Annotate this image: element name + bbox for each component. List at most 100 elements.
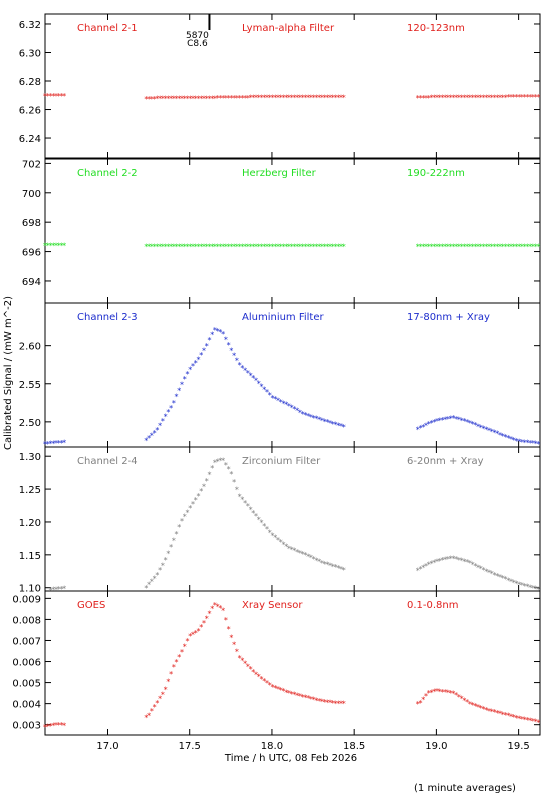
- data-point: *: [210, 330, 214, 339]
- data-point: *: [498, 710, 502, 719]
- data-point: *: [429, 559, 433, 568]
- data-point: *: [473, 242, 477, 251]
- data-point: *: [342, 566, 346, 575]
- data-point: *: [284, 401, 288, 410]
- data-point: *: [479, 565, 483, 574]
- data-point: *: [164, 556, 168, 565]
- data-point: *: [517, 581, 521, 590]
- data-point: *: [506, 712, 510, 721]
- data-point: *: [446, 242, 450, 251]
- data-point: *: [276, 397, 280, 406]
- data-point: *: [243, 659, 247, 668]
- data-point: *: [479, 242, 483, 251]
- data-point: *: [257, 673, 261, 682]
- data-point: *: [482, 93, 486, 102]
- data-point: *: [216, 602, 220, 611]
- data-point: *: [295, 548, 299, 557]
- data-point: *: [232, 94, 236, 103]
- data-point: *: [172, 399, 176, 408]
- data-point: *: [303, 93, 307, 102]
- data-point: *: [210, 605, 214, 614]
- data-point: *: [446, 555, 450, 564]
- data-point: *: [273, 684, 277, 693]
- data-point: *: [172, 242, 176, 251]
- data-point: *: [287, 689, 291, 698]
- data-point: *: [534, 439, 538, 448]
- data-point: *: [229, 634, 233, 643]
- data-point: *: [249, 505, 253, 514]
- data-point: *: [416, 426, 420, 435]
- data-point: *: [490, 707, 494, 716]
- data-point: *: [460, 416, 464, 425]
- data-point: *: [509, 712, 513, 721]
- data-point: *: [194, 242, 198, 251]
- data-point: *: [292, 242, 296, 251]
- data-point: *: [440, 556, 444, 565]
- data-point: *: [240, 657, 244, 666]
- data-point: *: [432, 418, 436, 427]
- data-point: *: [257, 242, 261, 251]
- data-point: *: [216, 327, 220, 336]
- panel-filter-label: Zirconium Filter: [242, 456, 321, 467]
- data-point: *: [172, 536, 176, 545]
- data-point: *: [221, 242, 225, 251]
- data-point: *: [495, 93, 499, 102]
- data-point: *: [166, 408, 170, 417]
- data-point: *: [531, 584, 535, 593]
- panel-frame: [44, 590, 541, 736]
- data-point: *: [279, 538, 283, 547]
- data-point: *: [339, 700, 343, 709]
- data-point: *: [528, 439, 532, 448]
- data-point: *: [57, 92, 61, 101]
- data-point: *: [512, 578, 516, 587]
- data-point: *: [273, 395, 277, 404]
- data-point: *: [462, 696, 466, 705]
- data-point: *: [235, 242, 239, 251]
- data-point: *: [186, 242, 190, 251]
- data-point: *: [172, 663, 176, 672]
- data-point: *: [498, 431, 502, 440]
- data-point: *: [218, 604, 222, 613]
- data-point: *: [336, 700, 340, 709]
- data-point: *: [514, 714, 518, 723]
- data-point: *: [51, 721, 55, 730]
- data-point: *: [509, 242, 513, 251]
- data-point: *: [323, 242, 327, 251]
- data-point: *: [490, 93, 494, 102]
- data-point: *: [155, 426, 159, 435]
- data-point: *: [164, 412, 168, 421]
- x-tick-label: 18.0: [261, 741, 283, 752]
- data-point: *: [177, 242, 181, 251]
- data-point: *: [276, 93, 280, 102]
- data-point: *: [479, 423, 483, 432]
- data-point: *: [205, 614, 209, 623]
- data-point: *: [323, 698, 327, 707]
- data-point: *: [435, 94, 439, 103]
- data-point: *: [227, 465, 231, 474]
- data-point: *: [484, 426, 488, 435]
- data-point: *: [59, 439, 63, 448]
- data-point: *: [468, 559, 472, 568]
- data-point: *: [183, 95, 187, 104]
- data-point: *: [462, 94, 466, 103]
- data-point: *: [292, 93, 296, 102]
- data-point: *: [536, 440, 540, 449]
- data-point: *: [229, 94, 233, 103]
- data-point: *: [260, 382, 264, 391]
- data-point: *: [323, 417, 327, 426]
- data-point: *: [460, 94, 464, 103]
- data-point: *: [427, 94, 431, 103]
- data-point: *: [213, 601, 217, 610]
- data-point: *: [43, 440, 47, 449]
- data-point: *: [476, 563, 480, 572]
- data-point: *: [328, 93, 332, 102]
- data-point: *: [161, 417, 165, 426]
- data-point: *: [531, 439, 535, 448]
- data-point: *: [150, 707, 154, 716]
- data-point: *: [482, 566, 486, 575]
- data-point: *: [534, 242, 538, 251]
- data-point: *: [523, 582, 527, 591]
- data-point: *: [240, 364, 244, 373]
- data-point: *: [471, 420, 475, 429]
- data-point: *: [262, 94, 266, 103]
